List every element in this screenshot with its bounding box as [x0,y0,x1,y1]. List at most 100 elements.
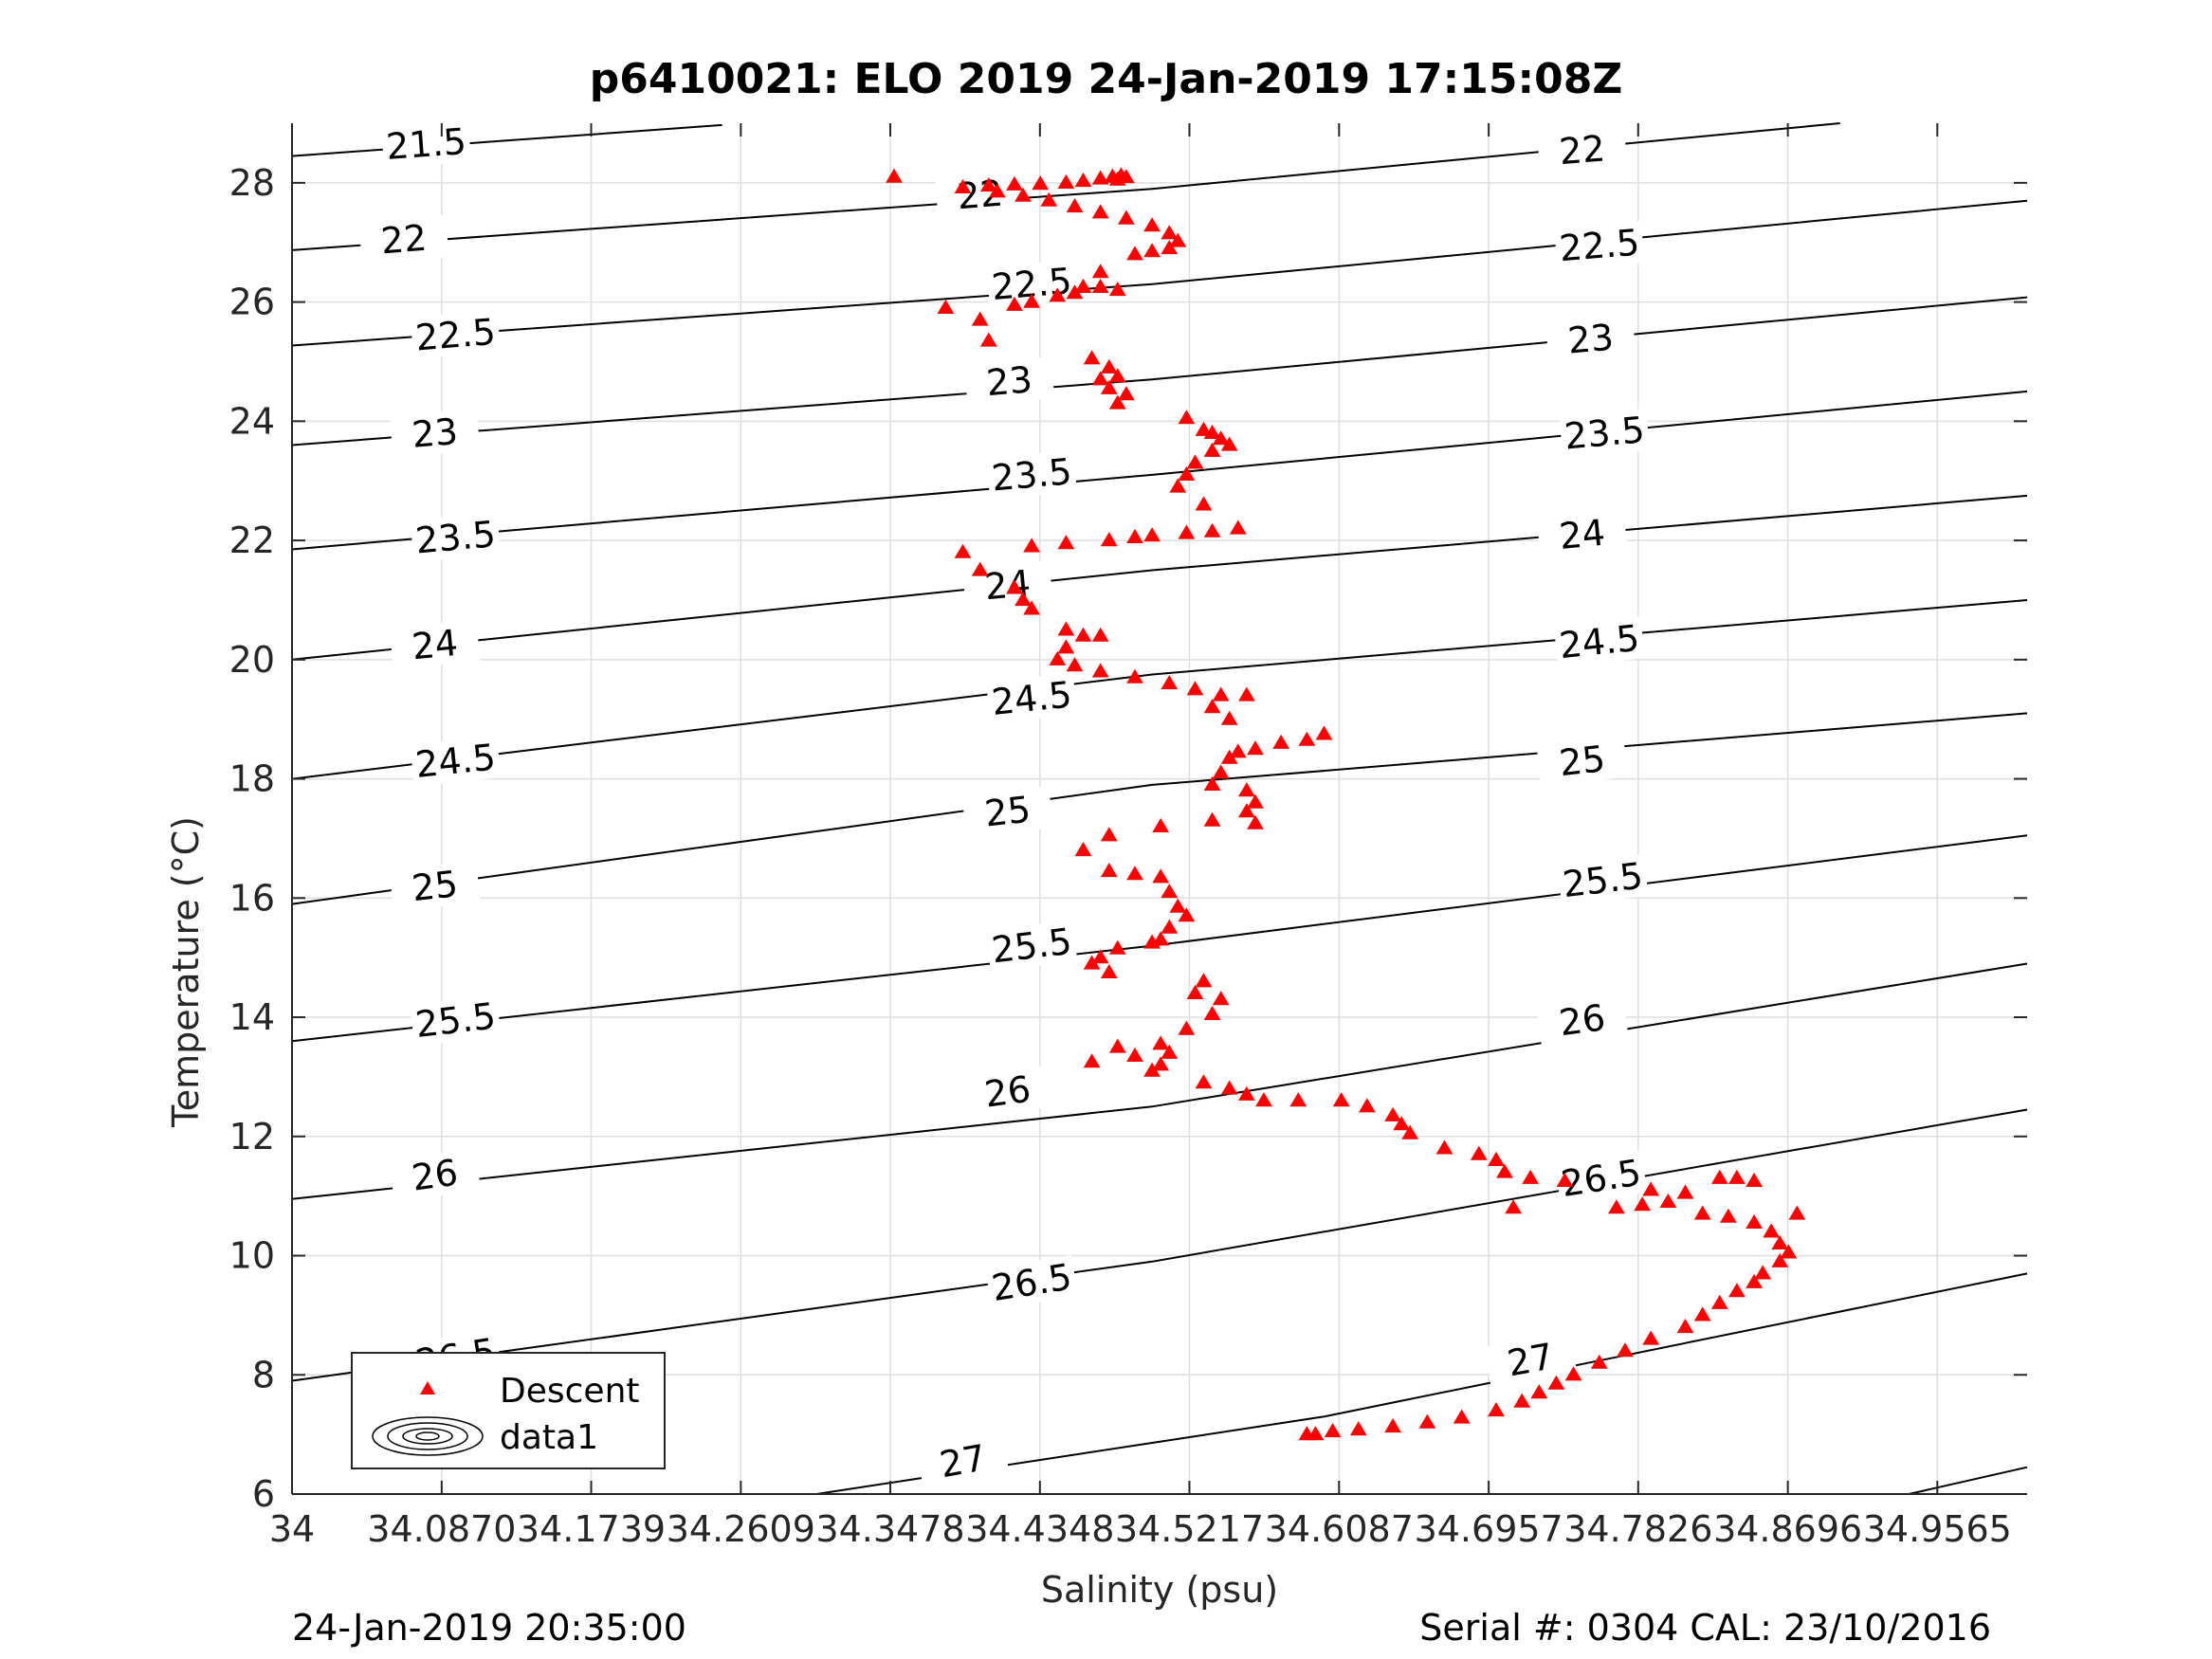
contour-label-bg [1559,408,1651,458]
data-point [1746,1213,1763,1229]
data-point [1746,1273,1763,1288]
contour-label-bg [1484,1331,1578,1389]
data-point [1488,1402,1505,1417]
data-point [1212,764,1230,779]
data-point [1032,175,1050,191]
data-point [1220,436,1238,451]
data-point [1513,1393,1531,1408]
data-point [1169,478,1187,493]
data-point [1108,282,1126,297]
data-point [1126,866,1143,881]
data-point [1152,817,1170,832]
contour-label-group: 24 [961,559,1053,611]
data-point [1074,278,1092,293]
contour-label-bg [961,1065,1054,1119]
data-point [1186,454,1204,469]
data-point [1108,171,1126,186]
data-point [1780,1244,1798,1259]
data-point [1091,371,1109,386]
data-point [1608,1199,1625,1214]
contour-label-bg [1554,1150,1648,1206]
contour-label-bg [961,786,1053,837]
data-point [1074,627,1092,642]
data-point [1229,743,1247,758]
data-point [1203,522,1221,538]
contour-label-bg [1536,735,1628,787]
contour-label: 22.5 [1558,221,1641,269]
y-tick-label: 8 [252,1354,275,1395]
contour-label-bg [410,736,502,787]
data-point [971,311,989,326]
density-contours: 21.522222222.522.522.523232323.523.523.5… [291,119,2028,1495]
data-point [1108,939,1126,955]
data-point [1349,1421,1367,1436]
data-point [1152,931,1170,946]
data-point [1066,657,1084,672]
data-point [1006,296,1023,311]
data-point [1049,650,1067,665]
data-point [1040,191,1058,207]
contour-label: 23 [1566,317,1616,362]
contour-label-group: 26.5 [1554,1150,1648,1206]
contour-label-bg [1536,509,1628,560]
data-point [1161,884,1179,899]
data-point [1023,293,1040,308]
contour-label-group: 22 [1537,125,1628,174]
contour-line [291,390,2028,551]
x-tick-label: 34.3478 [815,1508,964,1550]
data-point [1203,442,1221,457]
contour-label-bg [963,356,1055,407]
x-tick-label: 34.4348 [965,1508,1114,1550]
data-point [1057,621,1075,636]
contour-label-group: 26.5 [985,1254,1078,1310]
data-point [1186,984,1204,999]
y-tick-label: 20 [229,639,275,681]
data-point [1066,198,1084,213]
data-point [1100,358,1118,374]
contour-label: 26 [410,1152,461,1199]
data-point [1118,210,1135,225]
contour-label: 25.5 [413,994,498,1046]
contour-label: 27 [937,1436,989,1486]
contour-label-group: 26 [1536,994,1629,1048]
contour-label: 21.5 [385,120,468,168]
data-point [1522,1169,1540,1184]
contour-label-bg [985,1254,1078,1310]
contour-label: 26 [1557,996,1608,1044]
data-point [1272,734,1290,749]
legend: Descent data1 [351,1352,666,1469]
axes: 34 34.0870 34.1739 34.2609 34.3478 34.4348 34.… [229,123,2027,1550]
data-point [1108,368,1126,383]
data-point [1049,287,1067,302]
contour-label-group: 21.5 [381,119,471,169]
contour-label-group: 22.5 [410,310,502,359]
data-point [1161,1044,1179,1059]
data-point [954,543,972,558]
data-point [1091,663,1109,678]
legend-contour-icon [372,1416,484,1456]
data-point [1152,868,1170,884]
data-point [1143,243,1161,258]
x-tick-label: 34.0870 [367,1508,516,1550]
data-point [1384,1106,1401,1121]
data-point [1083,350,1101,365]
data-point [1074,173,1092,188]
data-point [1556,1172,1574,1187]
contour-label: 27 [1504,1336,1556,1385]
data-point [1401,1124,1419,1139]
y-tick-label: 22 [229,520,275,561]
data-point [1083,1053,1101,1068]
grid-lines [291,123,2027,1495]
data-point [1754,1265,1772,1280]
contour-label-group: 25 [1536,735,1628,787]
data-point [1324,1423,1342,1438]
data-point [1006,175,1023,191]
contour-label-bg [916,1432,1010,1490]
y-tick-label: 28 [229,162,275,204]
y-tick-label: 6 [252,1473,275,1515]
contour-line [291,123,722,157]
contour-label: 22 [1558,127,1607,173]
contour-label-group: 26 [961,1065,1054,1119]
contour-label-group: 22 [935,170,1026,220]
data-point [1255,1092,1272,1107]
